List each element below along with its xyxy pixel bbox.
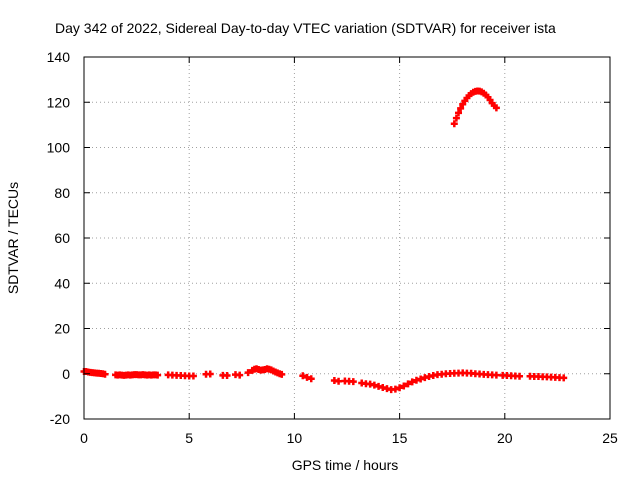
y-tick-label: 60 <box>54 230 70 246</box>
data-point <box>236 371 244 379</box>
data-point <box>452 114 460 122</box>
series-sdtvar <box>80 87 568 394</box>
data-point <box>455 109 463 117</box>
x-tick-label: 5 <box>185 430 193 446</box>
axis-ticks: 0 5 10 15 20 25 -20 0 20 40 60 80 100 120 140 <box>47 49 618 446</box>
y-tick-label: 0 <box>62 366 70 382</box>
x-tick-label: 10 <box>287 430 303 446</box>
data-point <box>412 376 420 384</box>
data-point <box>560 374 568 382</box>
data-point <box>492 104 500 112</box>
data-point <box>457 104 465 112</box>
x-axis-label: GPS time / hours <box>292 457 399 473</box>
data-point <box>335 377 343 385</box>
plot-frame <box>83 56 611 420</box>
y-axis-label: SDTVAR / TECUs <box>5 182 21 294</box>
data-point <box>278 370 286 378</box>
data-point <box>101 370 109 378</box>
chart-title: Day 342 of 2022, Sidereal Day-to-day VTE… <box>55 20 556 36</box>
x-tick-label: 20 <box>497 430 513 446</box>
data-point <box>206 370 214 378</box>
data-point <box>404 380 412 388</box>
data-point <box>492 371 500 379</box>
data-point <box>396 384 404 392</box>
data-point <box>244 369 252 377</box>
x-tick-label: 0 <box>80 430 88 446</box>
data-point <box>391 385 399 393</box>
data-point <box>303 373 311 381</box>
data-point <box>307 375 315 383</box>
grid <box>84 57 610 419</box>
data-point <box>400 382 408 390</box>
y-tick-label: -20 <box>50 411 70 427</box>
data-point <box>299 372 307 380</box>
data-point <box>450 120 458 128</box>
y-tick-label: 120 <box>47 94 71 110</box>
data-point <box>189 372 197 380</box>
y-tick-label: 100 <box>47 140 71 156</box>
data-point <box>223 372 231 380</box>
data-point <box>154 371 162 379</box>
data-point <box>349 378 357 386</box>
y-tick-label: 20 <box>54 321 70 337</box>
y-tick-label: 140 <box>47 49 71 65</box>
data-point <box>408 378 416 386</box>
x-tick-label: 25 <box>602 430 618 446</box>
data-point <box>516 372 524 380</box>
data-point <box>417 375 425 383</box>
data-points <box>80 87 568 394</box>
y-tick-label: 40 <box>54 275 70 291</box>
y-tick-label: 80 <box>54 185 70 201</box>
data-point <box>370 381 378 389</box>
x-tick-label: 15 <box>392 430 408 446</box>
